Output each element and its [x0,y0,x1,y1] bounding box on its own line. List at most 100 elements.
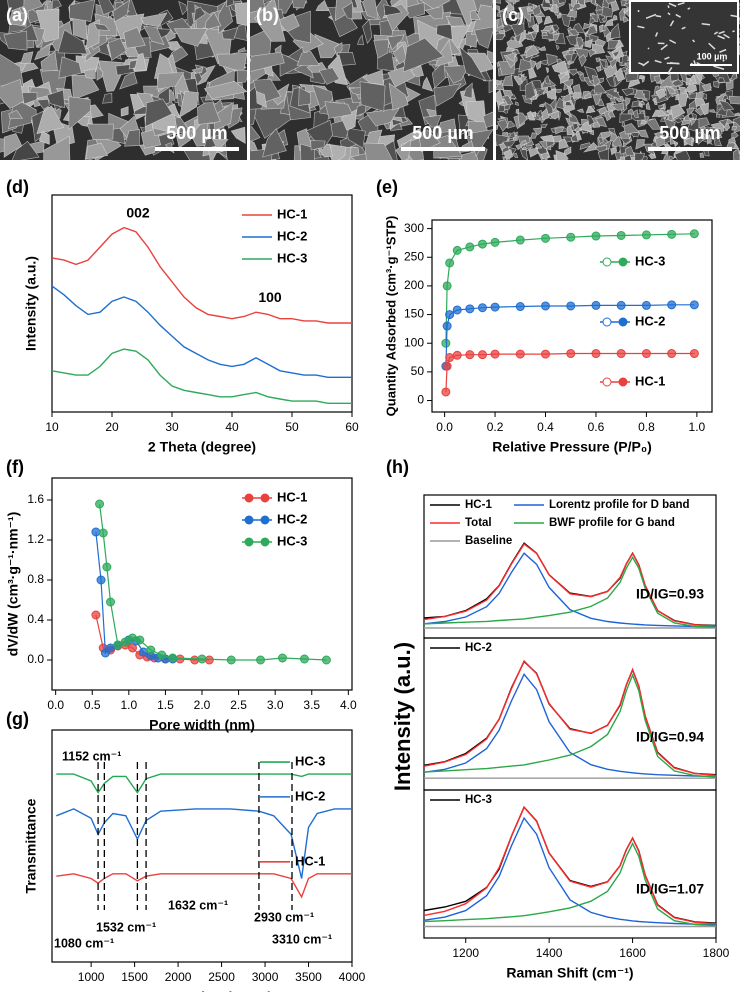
sem-flake [695,131,706,145]
sem-flake [610,97,617,105]
inset-flake [654,32,659,37]
sem-flake [684,136,693,146]
sem-flake [631,100,640,108]
sem-flake [607,110,616,118]
legend-label: HC-2 [465,642,492,654]
sem-flake [728,136,736,144]
inset-flake [693,60,696,65]
inset-scale-bar [690,64,732,66]
sem-flake [614,67,626,82]
sem-flake [609,56,618,69]
data-point [157,650,167,660]
data-point [321,655,331,665]
sem-flake [605,75,616,87]
series-line [423,543,717,627]
data-point [515,349,525,359]
sem-flake [373,39,389,59]
sem-flake [231,23,247,41]
inset-flake [681,26,686,30]
legend-label: HC-1 [277,489,307,504]
sem-flake [465,100,487,126]
sem-flake [503,149,514,160]
sem-flake [633,89,646,100]
data-point [616,300,626,310]
inset-flake [730,14,738,18]
sem-flake [645,101,651,110]
sem-flake [363,142,393,160]
legend-label: Total [465,517,492,529]
sem-flake [619,113,633,124]
data-point [452,350,462,360]
x-tick-label: 60 [345,420,359,434]
sem-flake [236,69,247,83]
sem-flake [337,51,356,66]
scale-bar-label: 500 µm [412,123,473,143]
data-point [102,562,112,572]
legend-label: Baseline [465,535,512,547]
sem-flake [518,73,522,80]
data-point [98,528,108,538]
sem-flake [193,6,206,23]
sem-flake [663,117,676,130]
sem-flake [51,0,62,11]
scale-bar-label: 500 µm [659,123,720,143]
sem-flake [706,133,712,145]
y-axis-title: Intensity (a.u.) [390,642,415,791]
sem-flake [602,16,608,23]
y-tick-label: 150 [404,307,424,321]
data-point [96,575,106,585]
data-point [175,654,185,664]
sem-flake [178,0,188,16]
sem-flake [3,133,23,158]
sem-flake [496,124,499,130]
legend-label: HC-2 [295,788,325,803]
sem-flake [619,156,626,160]
sem-flake [546,53,558,66]
sem-flake [612,50,621,58]
sem-flake [40,50,58,72]
sem-flake [250,0,266,14]
sem-flake [531,22,539,33]
sem-flake [541,32,548,36]
sem-flake [305,119,333,151]
x-tick-label: 1.0 [689,420,706,434]
y-tick-label: 0.8 [27,572,44,586]
sem-flake [540,152,548,160]
data-point [441,338,451,348]
panel-label: (a) [6,5,28,25]
x-tick-label: 3.0 [267,698,284,712]
sem-flake [230,126,246,144]
sem-flake [433,83,462,107]
sem-flake [544,74,551,85]
data-point [641,300,651,310]
sem-flake [579,142,592,150]
sem-flake [496,89,505,103]
sem-flake [255,90,267,108]
legend-label: Lorentz profile for D band [549,499,690,511]
sem-flake [638,101,646,106]
sem-flake [698,117,710,129]
inset-flake [655,15,662,18]
sem-flake [585,105,596,114]
sem-flake [318,67,340,85]
sem-flake [655,88,667,100]
sem-flake [436,24,453,41]
inset-flake [667,5,670,9]
sem-flake [583,22,592,30]
sem-flake [592,93,603,106]
sem-flake [144,98,173,128]
x-tick-label: 0.8 [638,420,655,434]
sem-flake [521,139,527,146]
sem-flake [96,65,104,81]
sem-flake [611,14,618,22]
sem-flake [34,43,51,61]
y-tick-label: 0.0 [27,652,44,666]
sem-flake [496,79,502,86]
legend-label: HC-2 [635,313,665,328]
sem-flake [658,104,664,110]
panel-label: (c) [502,5,524,25]
sem-flake [654,134,665,148]
sem-flake [576,108,585,113]
data-point [91,527,101,537]
sem-flake [613,87,617,93]
